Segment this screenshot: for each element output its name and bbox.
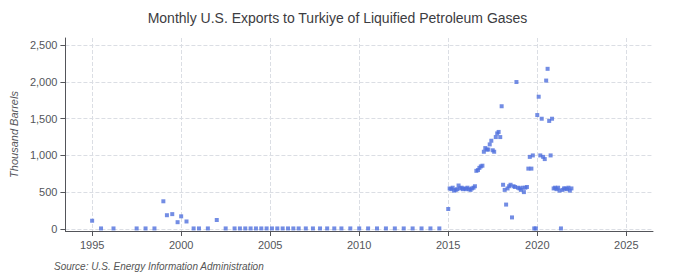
svg-text:Thousand Barrels: Thousand Barrels bbox=[8, 91, 20, 178]
svg-text:1,000: 1,000 bbox=[30, 149, 58, 161]
svg-text:2025: 2025 bbox=[614, 239, 638, 251]
svg-text:2015: 2015 bbox=[436, 239, 460, 251]
svg-text:2010: 2010 bbox=[347, 239, 371, 251]
svg-text:2,500: 2,500 bbox=[30, 39, 58, 51]
svg-text:2005: 2005 bbox=[258, 239, 282, 251]
svg-text:2000: 2000 bbox=[169, 239, 193, 251]
svg-text:Monthly U.S. Exports to Turkiy: Monthly U.S. Exports to Turkiye of Liqui… bbox=[148, 10, 528, 26]
svg-text:2,000: 2,000 bbox=[30, 76, 58, 88]
svg-text:1995: 1995 bbox=[80, 239, 104, 251]
svg-text:0: 0 bbox=[51, 223, 57, 235]
svg-text:1,500: 1,500 bbox=[30, 113, 58, 125]
svg-text:2020: 2020 bbox=[525, 239, 549, 251]
svg-text:500: 500 bbox=[39, 186, 57, 198]
svg-text:Source: U.S. Energy Informatio: Source: U.S. Energy Information Administ… bbox=[54, 261, 264, 272]
